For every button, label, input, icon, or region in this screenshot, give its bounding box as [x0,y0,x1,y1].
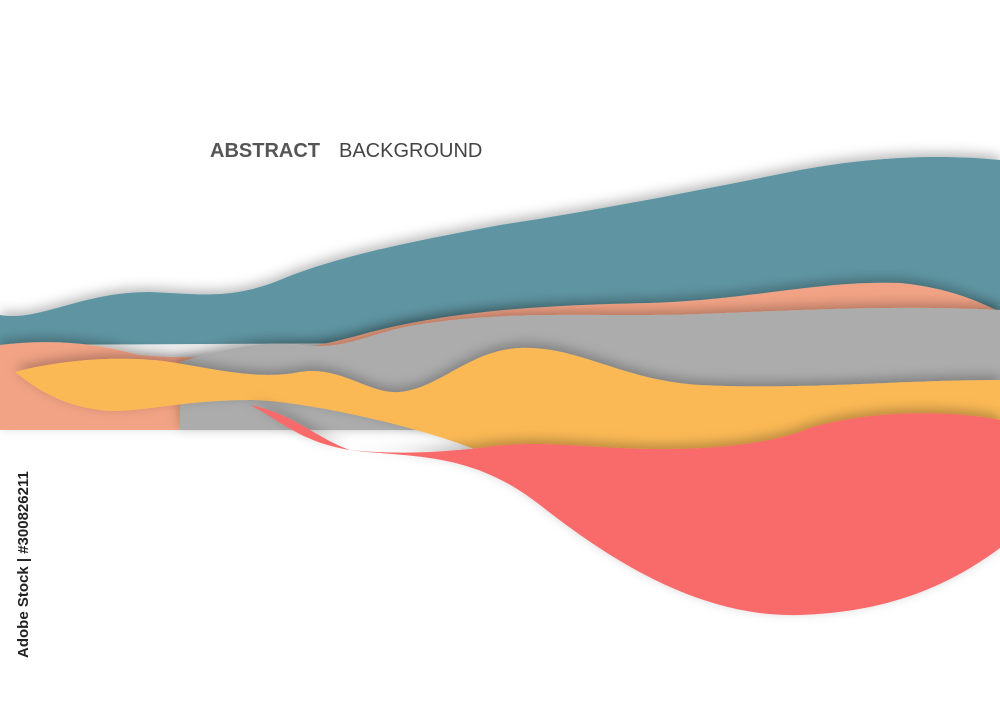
waves [0,157,1000,616]
wave-coral [250,405,1000,616]
title-regular: BACKGROUND [339,140,482,162]
wave-yellow [15,347,1000,470]
watermark-id: Adobe Stock | #300826211 [15,471,32,658]
title-bold: ABSTRACT [210,140,320,162]
